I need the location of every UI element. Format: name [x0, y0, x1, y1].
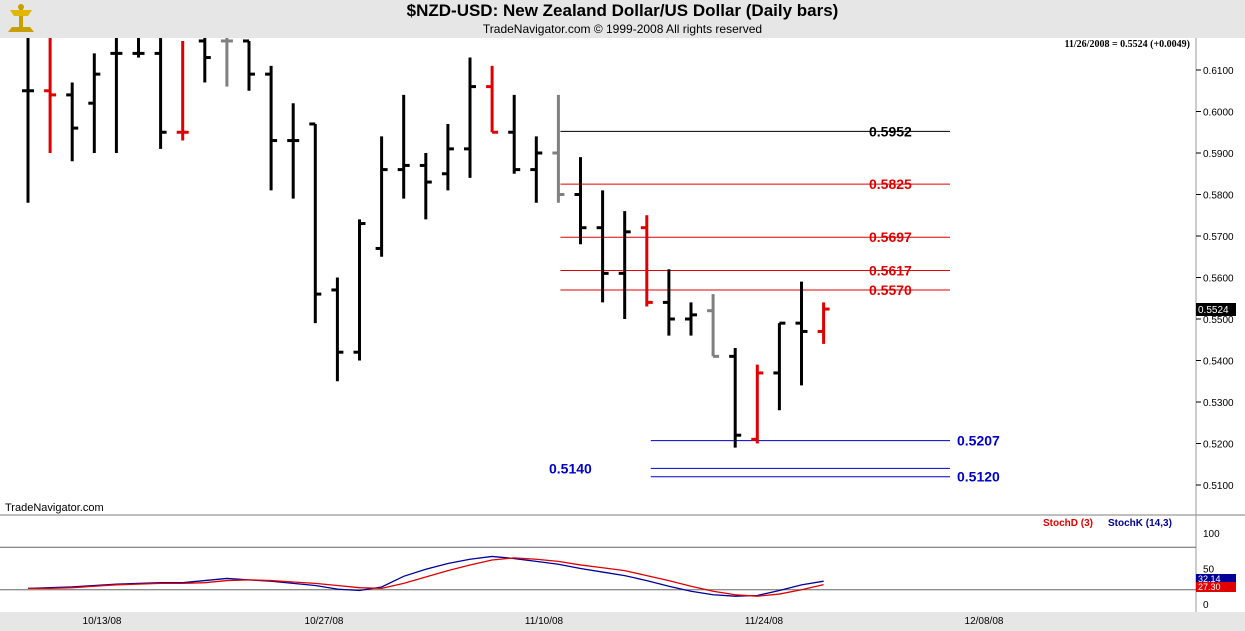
stoch-tick-label: 0 [1203, 600, 1209, 611]
ohlc-bar [817, 302, 830, 344]
ohlc-bar [220, 38, 233, 87]
ohlc-bar [508, 94, 521, 174]
ohlc-bar [596, 190, 609, 303]
ohlc-bar [243, 39, 255, 91]
level-label: 0.5140 [549, 460, 592, 476]
x-tick-label: 10/13/08 [83, 616, 122, 627]
price-tick-label: 0.5900 [1203, 149, 1234, 160]
price-tick-label: 0.6100 [1203, 66, 1234, 77]
chart-subtitle: TradeNavigator.com © 1999-2008 All right… [482, 22, 763, 36]
x-tick-label: 10/27/08 [305, 616, 344, 627]
price-tick-label: 0.5700 [1203, 232, 1234, 243]
ohlc-bar [176, 40, 189, 141]
ohlc-bar [574, 157, 587, 245]
ohlc-bar [464, 57, 476, 178]
price-tick-label: 0.5300 [1203, 398, 1234, 409]
ohlc-bar [640, 215, 653, 307]
chart-title: $NZD-USD: New Zealand Dollar/US Dollar (… [406, 1, 839, 20]
ohlc-bar [88, 53, 101, 153]
level-label: 0.5825 [869, 176, 912, 192]
price-tick-label: 0.5600 [1203, 274, 1234, 285]
price-tick-label: 0.5400 [1203, 357, 1234, 368]
price-tick-label: 0.5100 [1203, 481, 1234, 492]
ohlc-bar [154, 38, 167, 149]
stoch-line [27, 555, 824, 597]
level-label: 0.5952 [869, 123, 912, 139]
ohlc-bar [132, 38, 145, 58]
ohlc-bar [685, 302, 697, 336]
stoch-axis-bg [1196, 516, 1245, 612]
ohlc-bar [397, 94, 410, 199]
last-price-label: 0.5524 [1198, 305, 1229, 316]
ohlc-bar [44, 38, 57, 153]
stoch-panel-bg [0, 516, 1196, 612]
ohlc-bar [265, 65, 278, 191]
stochd-last-box [1196, 582, 1236, 592]
stochk-last-value: 32.14 [1198, 574, 1221, 584]
ohlc-bar [486, 65, 499, 134]
ohlc-bar [530, 136, 543, 203]
ohlc-bar [331, 277, 344, 382]
ohlc-bar [198, 38, 211, 83]
ohlc-bar [309, 122, 322, 324]
stoch-legend-item: StochD (3) [1043, 518, 1093, 529]
price-tick-label: 0.6000 [1203, 108, 1234, 119]
ohlc-bar [662, 269, 675, 336]
price-tick-label: 0.5800 [1203, 191, 1234, 202]
ohlc-bar [375, 136, 388, 257]
x-tick-label: 11/24/08 [745, 616, 784, 627]
ohlc-bar [419, 153, 432, 220]
price-tick-label: 0.5500 [1203, 315, 1234, 326]
ohlc-bar [795, 281, 808, 386]
ohlc-bar [110, 38, 123, 153]
ohlc-bar [552, 94, 565, 203]
watermark: TradeNavigator.com [5, 502, 104, 514]
level-label: 0.5570 [869, 282, 912, 298]
price-panel-bg [0, 38, 1196, 514]
ohlc-bar [751, 364, 764, 444]
stoch-tick-label: 100 [1203, 529, 1220, 540]
ohlc-bar [618, 211, 631, 319]
stochd-last-value: 27.30 [1198, 582, 1221, 592]
trade-navigator-logo [4, 2, 38, 34]
stoch-line [28, 557, 824, 597]
x-tick-label: 11/10/08 [525, 616, 564, 627]
ohlc-bar [773, 321, 786, 411]
ohlc-bar [287, 103, 300, 199]
price-tick-label: 0.5200 [1203, 440, 1234, 451]
x-tick-label: 12/08/08 [965, 616, 1004, 627]
ohlc-bar [729, 348, 742, 448]
ohlc-bar [66, 82, 79, 162]
ohlc-bar [707, 294, 720, 358]
level-label: 0.5120 [957, 469, 1000, 485]
stoch-tick-label: 50 [1203, 565, 1215, 576]
level-label: 0.5697 [869, 229, 912, 245]
ohlc-bar [353, 219, 366, 361]
price-axis-bg [1196, 38, 1245, 514]
stoch-legend-item: StochK (14,3) [1108, 518, 1172, 529]
last-price-box [1196, 303, 1236, 316]
ohlc-bar [441, 123, 454, 191]
last-info: 11/26/2008 = 0.5524 (+0.0049) [1064, 39, 1190, 50]
level-label: 0.5207 [957, 433, 1000, 449]
ohlc-bar [22, 38, 34, 203]
stochk-last-box [1196, 574, 1236, 584]
level-label: 0.5617 [869, 262, 912, 278]
